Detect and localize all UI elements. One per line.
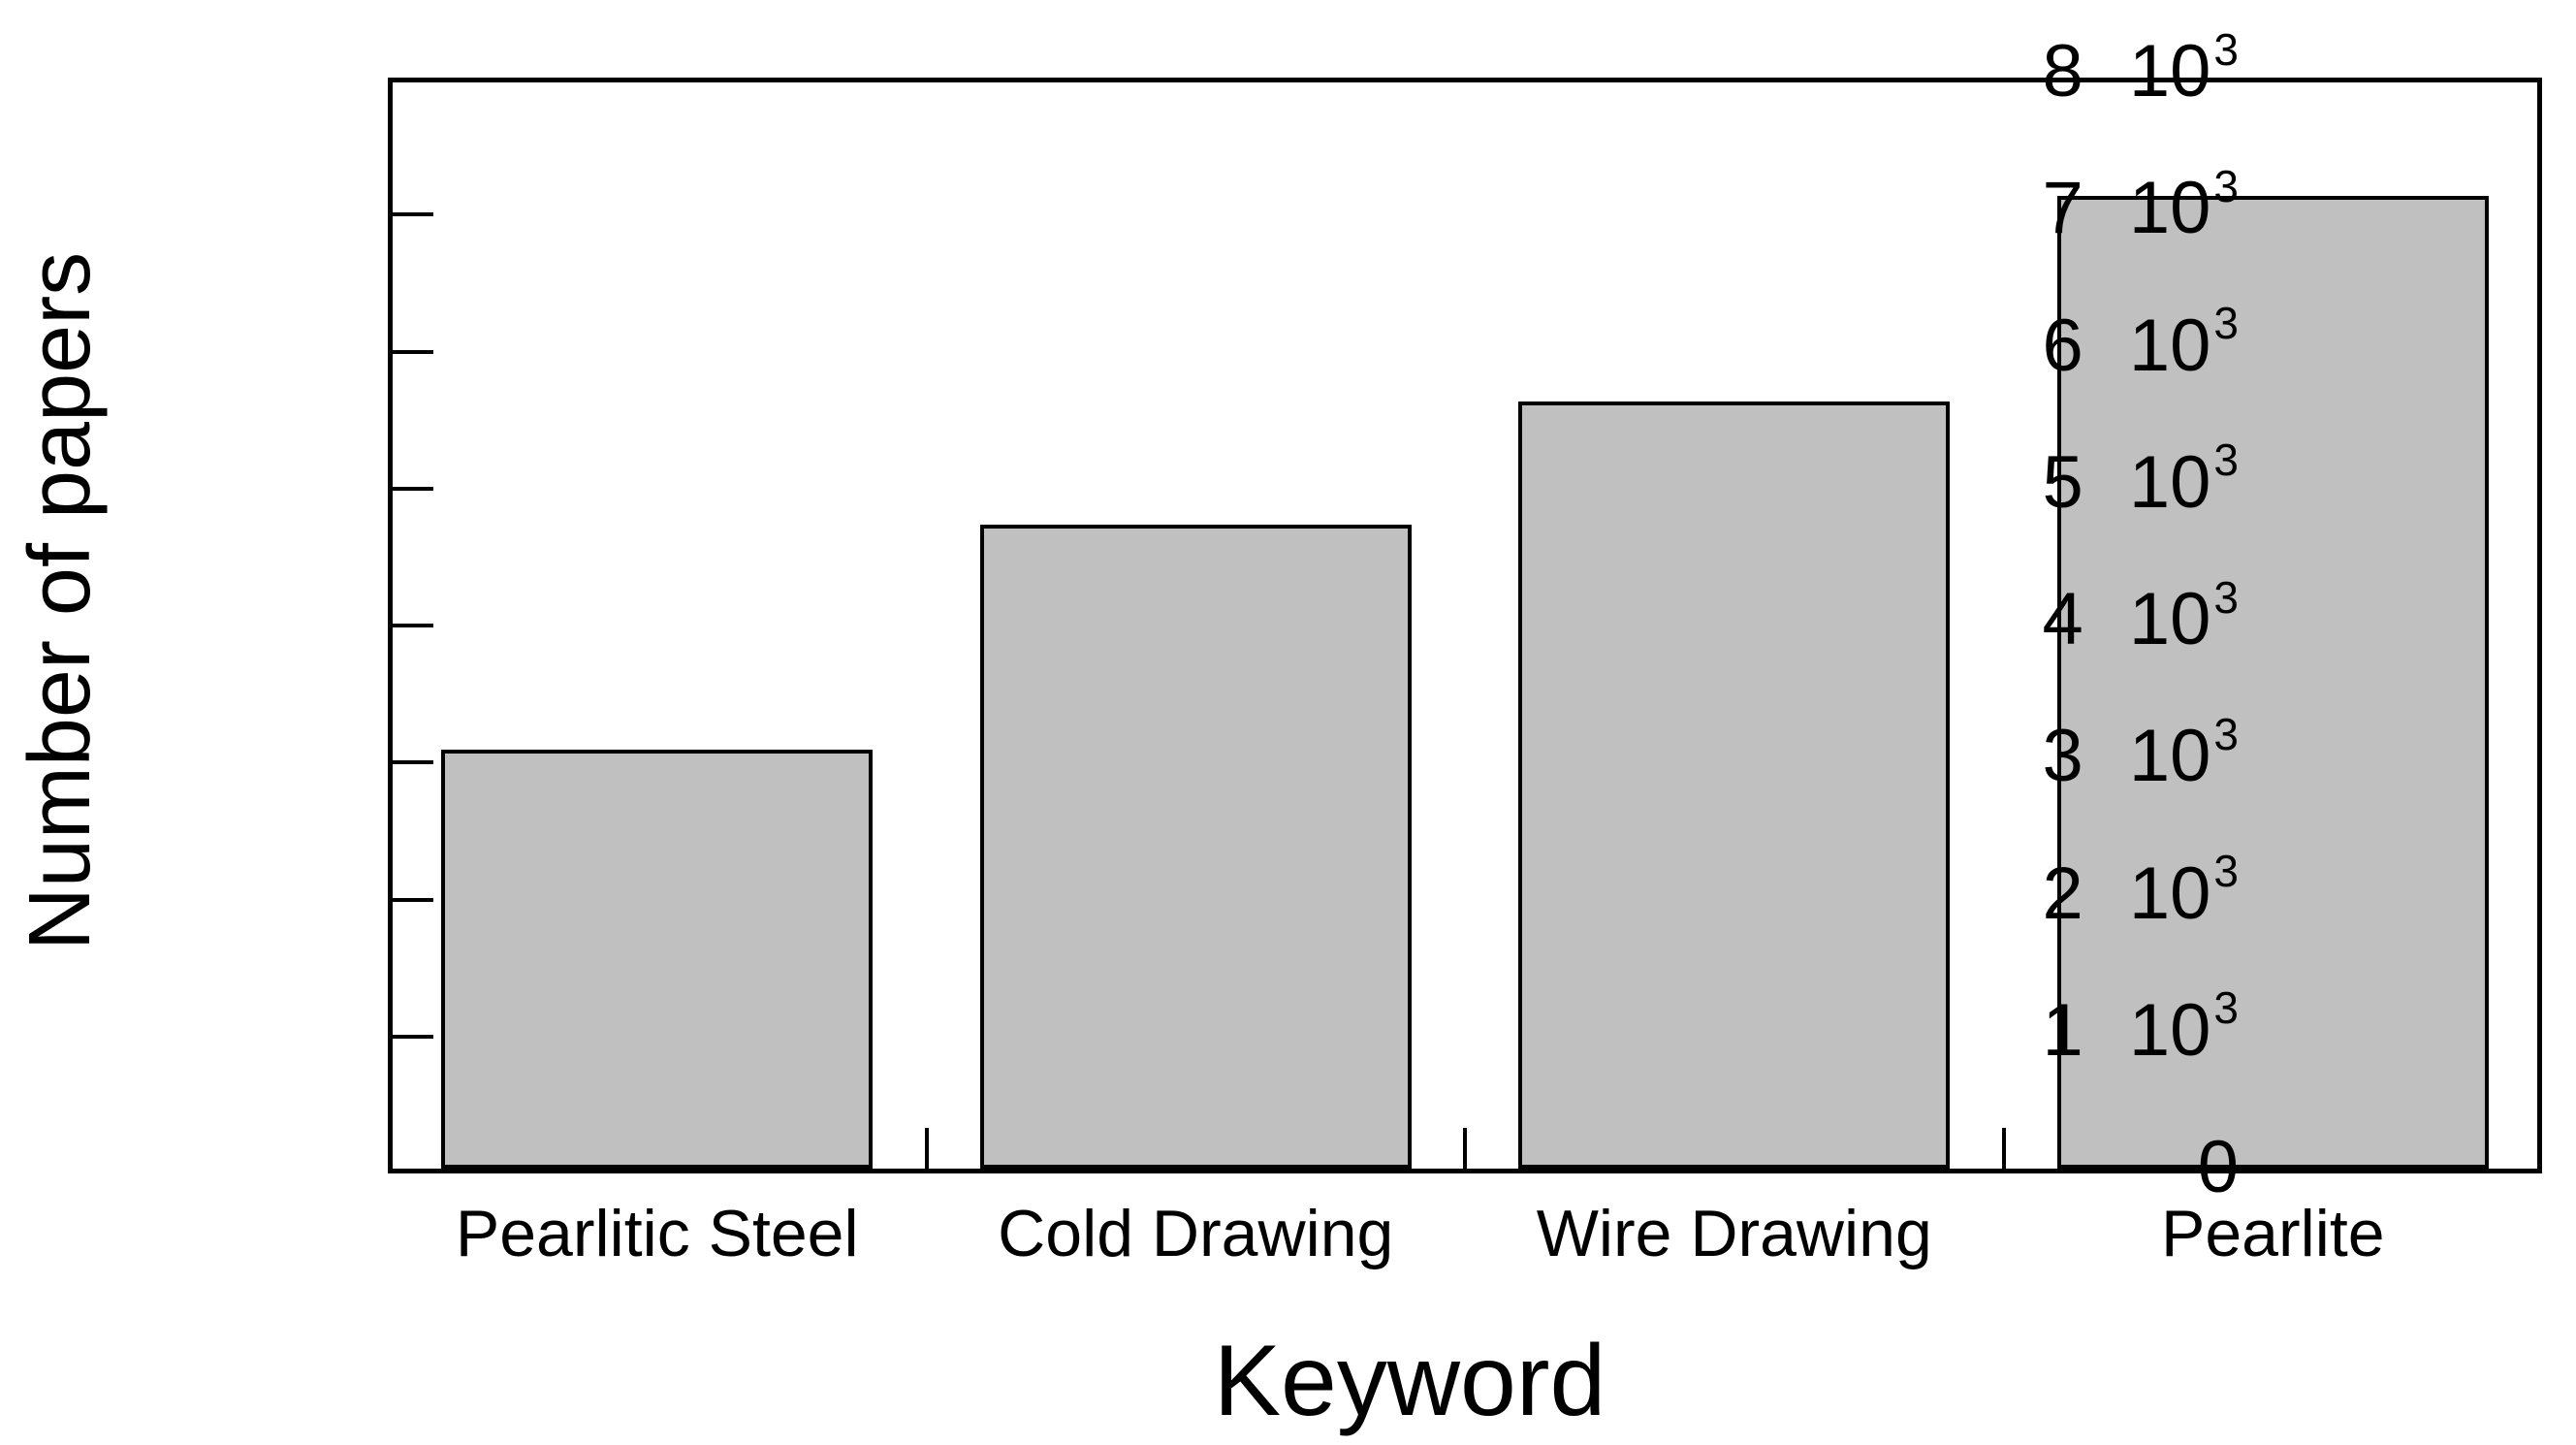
- plot-area: [388, 78, 2542, 1173]
- bar-cold-drawing: [979, 525, 1412, 1169]
- y-tick-label: 0: [2197, 1126, 2239, 1208]
- y-axis-tick: [393, 1034, 433, 1039]
- y-axis-tick: [393, 486, 433, 491]
- y-tick-label: 1 103: [2042, 982, 2239, 1072]
- x-axis-tick: [2001, 1128, 2006, 1169]
- y-tick-label: 6 103: [2042, 298, 2239, 387]
- y-tick-label: 4 103: [2042, 571, 2239, 660]
- y-tick-label: 8 103: [2042, 23, 2239, 112]
- x-axis-title: Keyword: [1213, 1325, 1606, 1437]
- y-axis-tick: [393, 624, 433, 627]
- x-category-label-pearlitic-steel: Pearlitic Steel: [455, 1197, 859, 1270]
- y-tick-label: 5 103: [2042, 434, 2239, 524]
- x-axis-tick: [924, 1128, 929, 1169]
- bar-wire-drawing: [1518, 401, 1951, 1169]
- y-axis-tick: [393, 760, 433, 765]
- bar-pearlitic-steel: [441, 750, 874, 1169]
- x-category-label-wire-drawing: Wire Drawing: [1536, 1197, 1932, 1270]
- y-axis-title: Number of papers: [12, 251, 109, 951]
- y-axis-tick: [393, 349, 433, 354]
- y-tick-label: 2 103: [2042, 846, 2239, 935]
- y-tick-label: 7 103: [2042, 160, 2239, 250]
- x-category-label-cold-drawing: Cold Drawing: [998, 1197, 1394, 1270]
- y-axis-tick: [393, 897, 433, 902]
- bar-pearlite: [2056, 196, 2489, 1169]
- x-category-label-pearlite: Pearlite: [2160, 1197, 2385, 1270]
- y-axis-tick: [393, 212, 433, 217]
- x-axis-tick: [1463, 1128, 1467, 1169]
- y-tick-label: 3 103: [2042, 708, 2239, 798]
